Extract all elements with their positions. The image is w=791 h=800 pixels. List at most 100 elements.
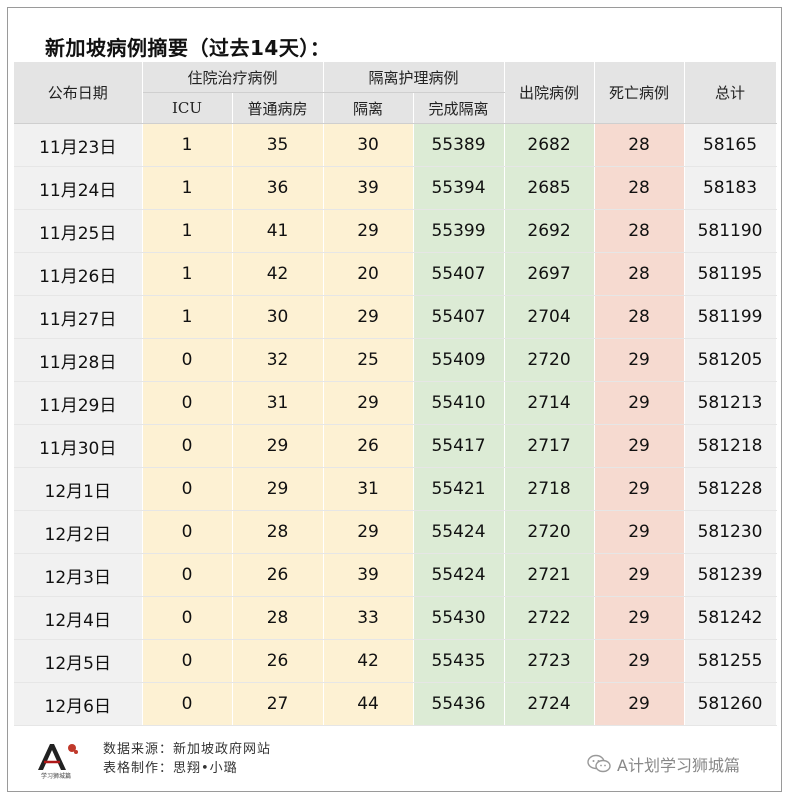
- cell-deaths: 28: [594, 295, 685, 339]
- cell-completed: 55407: [413, 295, 505, 339]
- cell-completed: 55436: [413, 682, 505, 726]
- cell-icu: 0: [142, 596, 233, 640]
- cell-isolation: 29: [323, 209, 414, 253]
- wechat-icon: [587, 754, 611, 773]
- cell-date: 11月24日: [14, 166, 143, 210]
- cell-date: 12月6日: [14, 682, 143, 726]
- cell-total: 581239: [684, 553, 777, 597]
- cell-deaths: 28: [594, 166, 685, 210]
- header-ward: 普通病房: [232, 92, 324, 124]
- cell-completed: 55410: [413, 381, 505, 425]
- table-author-text: 表格制作：思翔•小璐: [103, 761, 238, 776]
- cell-deaths: 29: [594, 596, 685, 640]
- cell-date: 11月29日: [14, 381, 143, 425]
- table-row: 12月2日 0 28 29 55424 2720 29 581230: [14, 510, 777, 554]
- cell-icu: 0: [142, 467, 233, 511]
- cell-discharged: 2720: [504, 510, 595, 554]
- cell-isolation: 42: [323, 639, 414, 683]
- table-row: 11月25日 1 41 29 55399 2692 28 581190: [14, 209, 777, 253]
- table-row: 12月6日 0 27 44 55436 2724 29 581260: [14, 682, 777, 726]
- cell-total: 581205: [684, 338, 777, 382]
- table-row: 11月24日 1 36 39 55394 2685 28 58183: [14, 166, 777, 210]
- cell-ward: 26: [232, 639, 324, 683]
- cell-ward: 35: [232, 123, 324, 167]
- cell-total: 581218: [684, 424, 777, 468]
- cell-isolation: 26: [323, 424, 414, 468]
- cell-icu: 1: [142, 166, 233, 210]
- cell-isolation: 39: [323, 166, 414, 210]
- cell-isolation: 31: [323, 467, 414, 511]
- table-row: 12月1日 0 29 31 55421 2718 29 581228: [14, 467, 777, 511]
- header-completed: 完成隔离: [413, 92, 505, 124]
- cell-date: 12月5日: [14, 639, 143, 683]
- cell-total: 581230: [684, 510, 777, 554]
- table-body: 11月23日 1 35 30 55389 2682 28 58165 11月24日 1 36 39 55…: [14, 123, 777, 726]
- cell-deaths: 29: [594, 338, 685, 382]
- cell-total: 581213: [684, 381, 777, 425]
- header-discharged: 出院病例: [504, 62, 595, 124]
- cell-icu: 0: [142, 381, 233, 425]
- cell-discharged: 2721: [504, 553, 595, 597]
- case-summary-table: 公布日期 住院治疗病例 隔离护理病例 出院病例 死亡病例 总计 ICU 普通病房…: [14, 62, 777, 726]
- cell-isolation: 25: [323, 338, 414, 382]
- cell-discharged: 2723: [504, 639, 595, 683]
- header-isolation: 隔离: [323, 92, 414, 124]
- wechat-account[interactable]: A计划学习狮城篇: [587, 752, 740, 776]
- cell-icu: 0: [142, 424, 233, 468]
- cell-icu: 0: [142, 338, 233, 382]
- cell-total: 581255: [684, 639, 777, 683]
- table-row: 11月26日 1 42 20 55407 2697 28 581195: [14, 252, 777, 296]
- cell-deaths: 29: [594, 467, 685, 511]
- table-row: 12月4日 0 28 33 55430 2722 29 581242: [14, 596, 777, 640]
- cell-total: 58165: [684, 123, 777, 167]
- cell-total: 581228: [684, 467, 777, 511]
- cell-ward: 36: [232, 166, 324, 210]
- cell-discharged: 2720: [504, 338, 595, 382]
- cell-icu: 0: [142, 682, 233, 726]
- cell-ward: 29: [232, 467, 324, 511]
- cell-date: 11月26日: [14, 252, 143, 296]
- header-hospital-group: 住院治疗病例: [142, 62, 324, 93]
- cell-isolation: 29: [323, 295, 414, 339]
- cell-date: 12月2日: [14, 510, 143, 554]
- cell-deaths: 29: [594, 424, 685, 468]
- cell-total: 581195: [684, 252, 777, 296]
- cell-ward: 29: [232, 424, 324, 468]
- cell-icu: 1: [142, 123, 233, 167]
- header-date: 公布日期: [14, 62, 143, 124]
- cell-completed: 55421: [413, 467, 505, 511]
- header-icu: ICU: [142, 92, 233, 124]
- cell-completed: 55407: [413, 252, 505, 296]
- cell-date: 11月25日: [14, 209, 143, 253]
- cell-deaths: 29: [594, 639, 685, 683]
- table-row: 11月28日 0 32 25 55409 2720 29 581205: [14, 338, 777, 382]
- cell-completed: 55430: [413, 596, 505, 640]
- header-total: 总计: [684, 62, 777, 124]
- cell-discharged: 2692: [504, 209, 595, 253]
- table-row: 11月27日 1 30 29 55407 2704 28 581199: [14, 295, 777, 339]
- cell-date: 12月4日: [14, 596, 143, 640]
- cell-ward: 31: [232, 381, 324, 425]
- cell-date: 12月1日: [14, 467, 143, 511]
- cell-discharged: 2704: [504, 295, 595, 339]
- cell-discharged: 2714: [504, 381, 595, 425]
- cell-total: 581260: [684, 682, 777, 726]
- cell-ward: 28: [232, 510, 324, 554]
- cell-icu: 1: [142, 209, 233, 253]
- cell-date: 12月3日: [14, 553, 143, 597]
- cell-completed: 55399: [413, 209, 505, 253]
- cell-isolation: 29: [323, 381, 414, 425]
- cell-deaths: 29: [594, 553, 685, 597]
- cell-completed: 55435: [413, 639, 505, 683]
- cell-ward: 41: [232, 209, 324, 253]
- cell-icu: 1: [142, 295, 233, 339]
- cell-completed: 55409: [413, 338, 505, 382]
- cell-icu: 0: [142, 639, 233, 683]
- cell-isolation: 29: [323, 510, 414, 554]
- table-row: 12月3日 0 26 39 55424 2721 29 581239: [14, 553, 777, 597]
- cell-discharged: 2717: [504, 424, 595, 468]
- cell-deaths: 29: [594, 510, 685, 554]
- lion-city-logo: 学习狮城篇: [30, 740, 82, 780]
- cell-total: 581190: [684, 209, 777, 253]
- cell-discharged: 2682: [504, 123, 595, 167]
